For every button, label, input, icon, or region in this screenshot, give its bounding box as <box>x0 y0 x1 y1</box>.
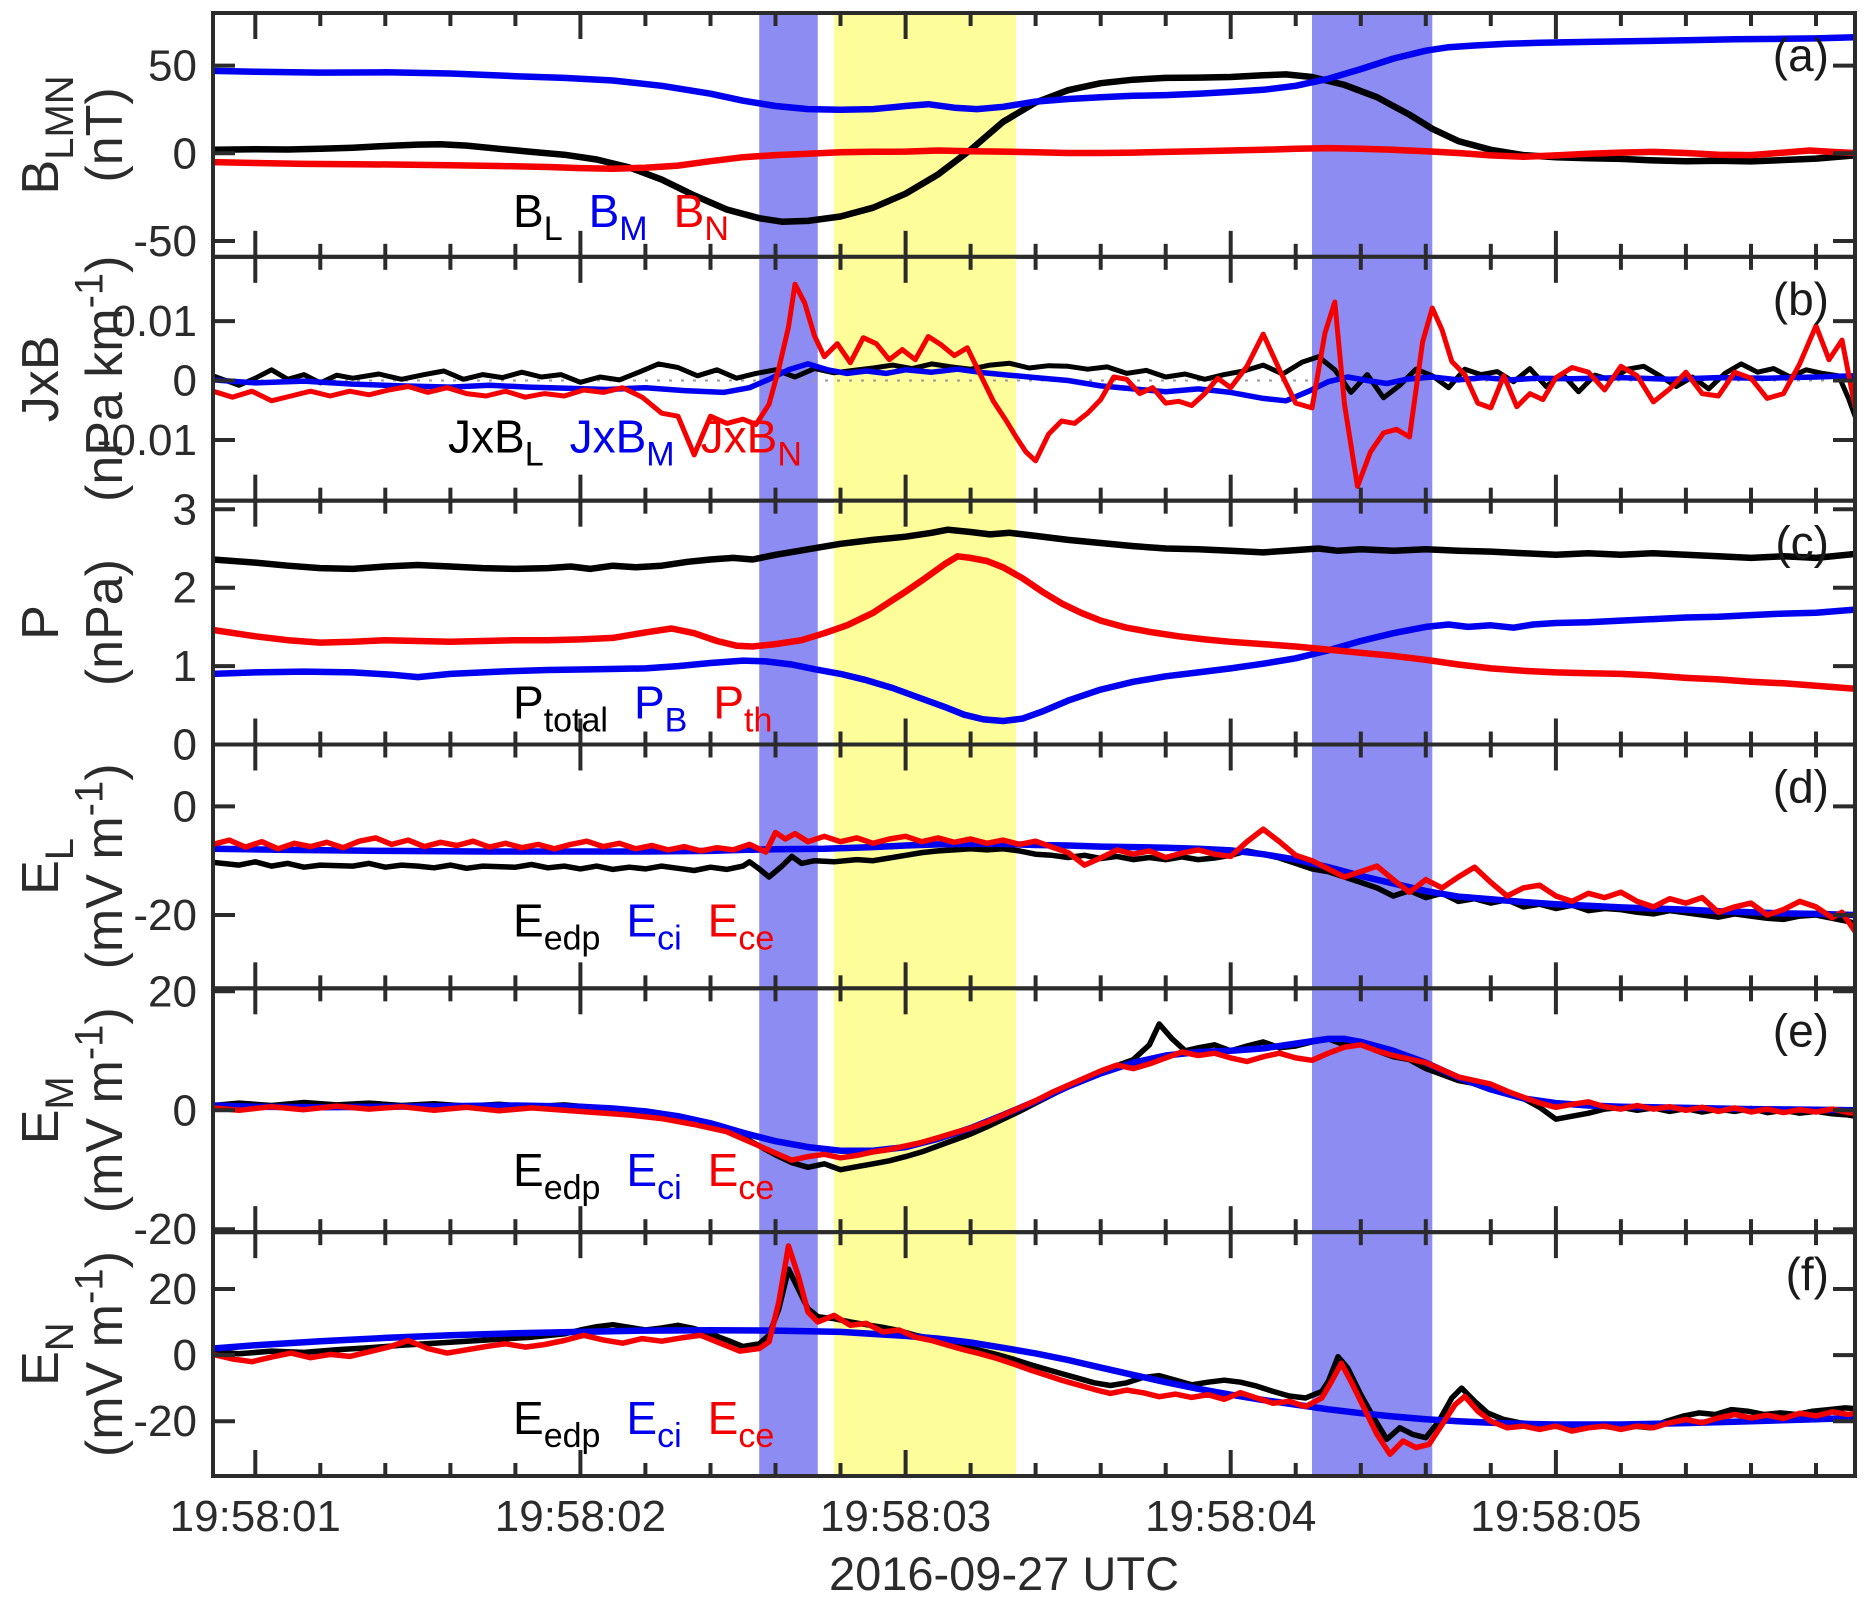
series-E_ci_N <box>213 1327 1855 1428</box>
x-tick-label-3: 19:58:03 <box>819 1492 992 1541</box>
panel-letter-c: (c) <box>1775 517 1829 569</box>
y-axis-units-d: (mV m-1) <box>67 763 134 969</box>
series-P_th <box>213 553 1855 693</box>
x-tick-label-2: 19:58:02 <box>494 1492 667 1541</box>
ticks-panel-c <box>213 500 1855 747</box>
panel-e: 20 0 -20 (e) EM(mV m-1) Eedp Eci Ece <box>12 967 1857 1254</box>
legend-panel-f: Eedp Eci Ece <box>513 1392 774 1455</box>
y-axis-title-d: EL <box>12 838 82 895</box>
legend-panel-d: Eedp Eci Ece <box>513 894 774 957</box>
panel-border-f <box>211 1230 1857 1478</box>
shaded-interval-blue-1-panel-a <box>759 13 818 257</box>
y-axis-units-a: (nT) <box>76 87 134 182</box>
series-E_ci_M <box>213 1035 1855 1154</box>
series-JxB_N <box>213 281 1855 489</box>
y-tick-label-f: 0 <box>173 1331 197 1380</box>
x-tick-label-5: 19:58:05 <box>1470 1492 1642 1541</box>
panel-letter-a: (a) <box>1773 29 1829 81</box>
shaded-interval-blue-1-panel-d <box>759 744 818 989</box>
y-axis-title-b: JxB <box>12 335 70 422</box>
y-tick-label-b: 0 <box>173 357 197 406</box>
series-E_edp_L <box>213 846 1855 926</box>
y-axis-title-e: EM <box>12 1076 82 1144</box>
ticks-panel-f <box>213 1232 1855 1476</box>
shaded-interval-blue-2-panel-e <box>1312 988 1433 1233</box>
shaded-interval-yellow-panel-e <box>834 988 1017 1233</box>
shaded-interval-blue-2-panel-a <box>1312 13 1433 257</box>
series-B_L <box>213 71 1855 225</box>
shaded-interval-blue-2-panel-c <box>1312 500 1433 745</box>
panel-b: 0.01 0 -0.01 (b) JxB (nPa km-1) JxBL JxBM JxBN <box>12 254 1857 503</box>
y-axis-units-c: (nPa) <box>76 559 134 686</box>
y-axis-title-a: BLMN <box>12 75 82 194</box>
ticks-panel-b <box>213 256 1855 501</box>
series-E_edp_M <box>213 1021 1855 1173</box>
x-tick-label-1: 19:58:01 <box>169 1492 341 1541</box>
y-tick-label-c: 1 <box>173 642 197 691</box>
ticks-panel-e <box>213 988 1855 1233</box>
y-tick-label-f: -20 <box>133 1397 197 1446</box>
y-tick-label-b: 0.01 <box>111 297 197 346</box>
panel-f: 20 0 -20 (f) EN(mV m-1) Eedp Eci Ece <box>12 1230 1857 1478</box>
panel-letter-d: (d) <box>1773 761 1829 813</box>
panel-a: 50 0 -50 (a) BLMN(nT) BL BM BN <box>12 11 1857 266</box>
y-tick-label-c: 2 <box>173 564 197 613</box>
panel-letter-b: (b) <box>1773 273 1829 325</box>
y-axis-units-f: (mV m-1) <box>67 1251 134 1457</box>
y-tick-label-c: 0 <box>173 721 197 770</box>
y-tick-label-a: -50 <box>133 217 197 266</box>
panel-letter-f: (f) <box>1786 1248 1829 1300</box>
y-tick-label-b: -0.01 <box>97 416 197 465</box>
y-tick-label-d: 0 <box>173 782 197 831</box>
y-tick-label-e: 0 <box>173 1086 197 1135</box>
ticks-panel-d <box>213 744 1855 989</box>
y-tick-label-e: -20 <box>133 1205 197 1254</box>
series-P_B <box>213 606 1855 725</box>
panel-d: 0 -20 (d) EL(mV m-1) Eedp Eci Ece <box>12 742 1857 991</box>
y-tick-label-c: 3 <box>173 485 197 534</box>
y-tick-label-a: 0 <box>173 129 197 178</box>
shaded-interval-blue-1-panel-e <box>759 988 818 1233</box>
shaded-interval-yellow-panel-b <box>834 256 1017 501</box>
shaded-interval-blue-1-panel-c <box>759 500 818 745</box>
x-tick-label-4: 19:58:04 <box>1145 1492 1317 1541</box>
series-E_ce_N <box>213 1243 1855 1457</box>
x-axis-title: 2016-09-27 UTC <box>828 1547 1180 1600</box>
legend-panel-a: BL BM BN <box>513 185 729 248</box>
y-tick-label-f: 20 <box>148 1265 197 1314</box>
shaded-interval-blue-2-panel-f <box>1312 1232 1433 1476</box>
series-B_M <box>213 33 1855 114</box>
y-axis-units-e: (mV m-1) <box>67 1007 134 1213</box>
series-P_total <box>213 526 1855 573</box>
ticks-panel-a <box>213 13 1855 257</box>
y-axis-title-f: EN <box>12 1322 82 1386</box>
series-E_ce_M <box>213 1042 1855 1163</box>
y-tick-label-a: 50 <box>148 42 197 91</box>
y-tick-label-d: -20 <box>133 891 197 940</box>
series-B_N <box>213 144 1855 173</box>
panel-c: 3 2 1 0 (c) P (nPa) Ptotal PB Pth <box>12 485 1857 770</box>
legend-panel-c: Ptotal PB Pth <box>513 677 772 740</box>
series-E_ce_L <box>213 826 1855 935</box>
y-axis-units-b: (nPa km-1) <box>67 255 134 502</box>
panel-border-a <box>211 11 1857 259</box>
y-tick-label-e: 20 <box>148 967 197 1016</box>
y-axis-title-c: P <box>12 605 70 640</box>
legend-panel-e: Eedp Eci Ece <box>513 1144 774 1207</box>
panel-letter-e: (e) <box>1773 1004 1829 1056</box>
shaded-interval-yellow-panel-d <box>834 744 1017 989</box>
legend-panel-b: JxBL JxBM JxBN <box>448 411 802 474</box>
